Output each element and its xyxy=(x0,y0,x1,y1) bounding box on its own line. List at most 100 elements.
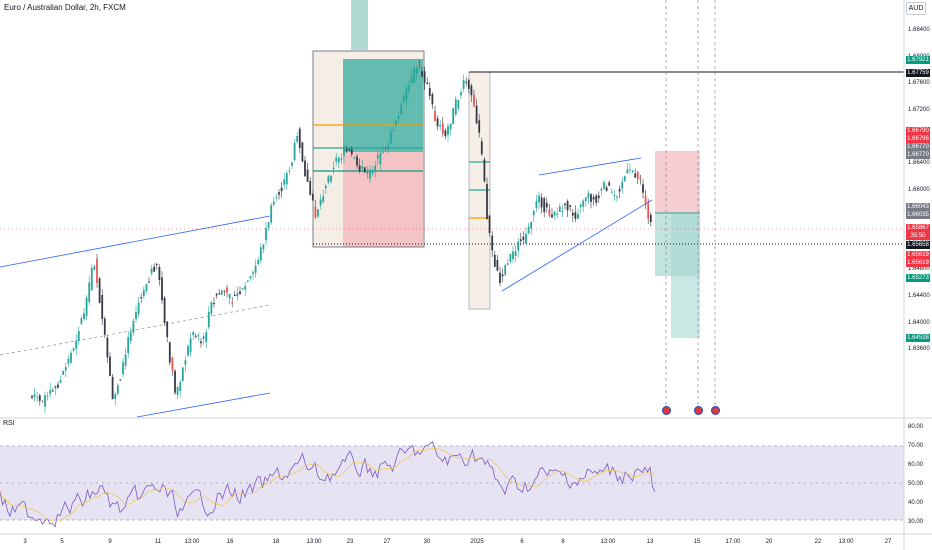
trendline-mid-dashed[interactable] xyxy=(0,304,271,356)
candle-body xyxy=(46,395,49,397)
candle-body xyxy=(379,152,382,165)
candle-body xyxy=(174,370,176,393)
price-badge: 1.65619 xyxy=(906,251,930,259)
candle-body xyxy=(569,205,572,207)
short-target-zone-2 xyxy=(671,213,700,338)
candle-body xyxy=(436,118,439,127)
price-tick-label: 1.64000 xyxy=(908,319,930,326)
symbol-title[interactable]: Euro / Australian Dollar, 2h, FXCM xyxy=(4,3,126,12)
event-flag-icon[interactable] xyxy=(662,406,671,415)
candle-body xyxy=(119,379,122,381)
price-tick-label: 1.66000 xyxy=(908,186,930,193)
trendline-channel-bottom[interactable] xyxy=(136,392,271,418)
rsi-ma-line xyxy=(0,447,656,523)
currency-button[interactable]: AUD xyxy=(906,2,926,15)
price-tick-label: 1.67600 xyxy=(908,80,930,87)
candle-body xyxy=(556,213,559,215)
candle-body xyxy=(96,258,98,284)
candle-body xyxy=(358,165,361,171)
trendline-lower-channel[interactable] xyxy=(0,215,271,268)
wedge-upper[interactable] xyxy=(538,157,642,176)
candle-body xyxy=(408,85,410,92)
time-tick-label: 15 xyxy=(693,539,701,545)
time-tick-label: 13:00 xyxy=(838,539,854,545)
price-badge: 1.65273 xyxy=(906,274,930,282)
candle-body xyxy=(249,276,252,279)
rsi-tick-label: 40.00 xyxy=(908,500,924,506)
candle-body xyxy=(265,227,267,241)
time-tick-label: 27 xyxy=(884,539,892,545)
candle-body xyxy=(267,222,270,228)
rsi-tick-label: 60.00 xyxy=(908,462,924,468)
candle-body xyxy=(116,385,119,394)
candle-body xyxy=(90,267,93,291)
candle-body xyxy=(501,274,504,277)
rsi-title[interactable]: RSI xyxy=(3,420,15,427)
candle-body xyxy=(114,393,117,399)
event-flag-icon[interactable] xyxy=(711,406,720,415)
candle-body xyxy=(223,290,226,292)
candle-body xyxy=(283,179,286,185)
time-tick-label: 13:00 xyxy=(306,539,322,545)
candle-body xyxy=(525,233,527,244)
candle-body xyxy=(179,382,182,392)
candle-body xyxy=(382,152,384,154)
candle-body xyxy=(80,318,83,324)
candle-body xyxy=(480,141,483,155)
candle-body xyxy=(148,281,150,283)
candle-body xyxy=(631,170,634,173)
candle-body xyxy=(587,192,590,198)
candle-body xyxy=(311,193,314,201)
candle-body xyxy=(111,376,114,400)
candle-body xyxy=(228,293,231,299)
candle-body xyxy=(64,367,67,371)
price-badge: 1.66770 xyxy=(906,151,930,159)
candle-body xyxy=(59,380,62,383)
candle-body xyxy=(319,199,322,206)
price-tick-label: 1.64800 xyxy=(908,266,930,273)
candle-body xyxy=(454,99,457,115)
candle-body xyxy=(460,92,462,96)
wedge-lower[interactable] xyxy=(501,199,653,292)
candle-body xyxy=(168,342,171,363)
candle-body xyxy=(270,205,273,223)
candle-body xyxy=(543,198,546,213)
candle-body xyxy=(577,213,579,219)
candle-body xyxy=(57,384,59,388)
short-stop-zone xyxy=(655,151,700,213)
candle-body xyxy=(421,71,423,77)
candle-body xyxy=(33,394,36,398)
price-badge: 1.66035 xyxy=(906,211,930,219)
time-tick-label: 17:00 xyxy=(725,539,741,545)
candle-body xyxy=(109,356,111,376)
candle-body xyxy=(462,79,465,89)
candle-body xyxy=(439,125,442,127)
candle-body xyxy=(124,354,127,366)
price-tick-label: 1.63600 xyxy=(908,346,930,353)
candle-body xyxy=(623,176,626,182)
candle-body xyxy=(288,170,291,172)
candle-body xyxy=(335,157,338,162)
candle-body xyxy=(122,362,124,375)
candle-body xyxy=(252,272,254,275)
price-badge: 1.66796 xyxy=(906,135,930,143)
candle-body xyxy=(70,352,72,363)
candle-body xyxy=(353,157,356,159)
candle-body xyxy=(54,385,57,389)
candle-body xyxy=(512,251,514,260)
candle-body xyxy=(447,126,449,135)
candle-body xyxy=(38,395,41,401)
candle-body xyxy=(272,201,275,205)
candle-body xyxy=(233,294,236,296)
candle-body xyxy=(314,206,317,217)
candle-body xyxy=(499,272,501,284)
candle-body xyxy=(538,195,540,203)
candle-body xyxy=(150,268,153,274)
candle-body xyxy=(592,196,595,200)
candle-body xyxy=(532,211,535,216)
event-flag-icon[interactable] xyxy=(694,406,703,415)
candle-body xyxy=(369,169,371,179)
candle-body xyxy=(626,169,629,174)
candle-body xyxy=(259,247,262,261)
